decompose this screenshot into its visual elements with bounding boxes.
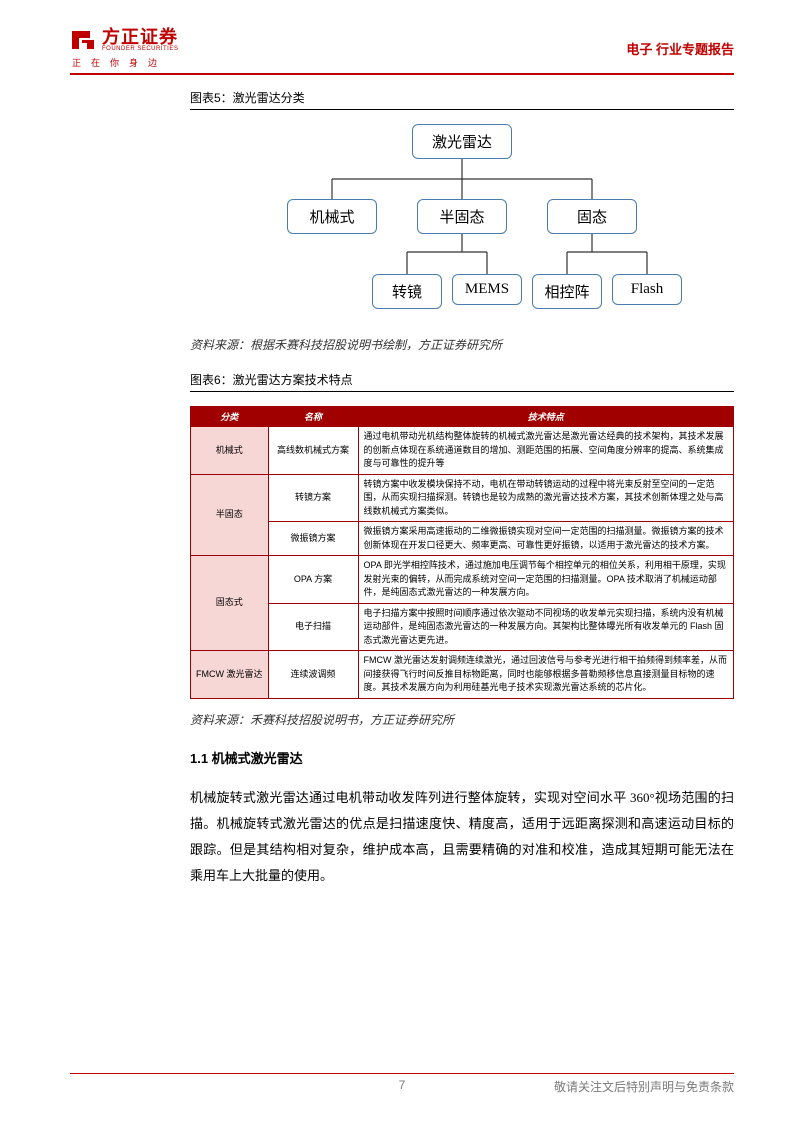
tree-l3-1: MEMS	[452, 274, 522, 305]
table-row: FMCW 激光雷达连续波调频FMCW 激光雷达发射调频连续激光，通过回波信号与参…	[191, 651, 734, 699]
tree-l2-2: 固态	[547, 199, 637, 234]
table-row: 电子扫描电子扫描方案中按照时间顺序通过依次驱动不同视场的收发单元实现扫描，系统内…	[191, 603, 734, 651]
logo-icon	[70, 29, 96, 51]
logo-en: FOUNDER SECURITIES	[102, 46, 178, 52]
section-heading: 1.1 机械式激光雷达	[190, 748, 734, 767]
logo-block: 方正证券 FOUNDER SECURITIES 正在你身边	[70, 28, 178, 69]
table-header: 分类	[191, 407, 269, 427]
figure5-title: 图表5：激光雷达分类	[190, 89, 734, 110]
table-name: 电子扫描	[268, 603, 358, 651]
page-header: 方正证券 FOUNDER SECURITIES 正在你身边 电子 行业专题报告	[70, 28, 734, 75]
figure6-title: 图表6：激光雷达方案技术特点	[190, 371, 734, 392]
table-header: 名称	[268, 407, 358, 427]
header-category: 电子 行业专题报告	[626, 39, 734, 58]
table-name: 转镜方案	[268, 474, 358, 522]
tree-l3-0: 转镜	[372, 274, 442, 309]
table-desc: 电子扫描方案中按照时间顺序通过依次驱动不同视场的收发单元实现扫描，系统内没有机械…	[358, 603, 734, 651]
table-row: 固态式OPA 方案OPA 即光学相控阵技术，通过施加电压调节每个相控单元的相位关…	[191, 556, 734, 604]
table-row: 机械式高线数机械式方案通过电机带动光机结构整体旋转的机械式激光雷达是激光雷达经典…	[191, 427, 734, 475]
table-desc: FMCW 激光雷达发射调频连续激光，通过回波信号与参考光进行相干拍频得到频率差，…	[358, 651, 734, 699]
section-paragraph: 机械旋转式激光雷达通过电机带动收发阵列进行整体旋转，实现对空间水平 360°视场…	[190, 785, 734, 889]
page-number: 7	[399, 1078, 406, 1092]
footer-disclaimer: 敬请关注文后特别声明与免责条款	[554, 1078, 734, 1095]
tree-l2-1: 半固态	[417, 199, 507, 234]
logo-cn: 方正证券	[102, 28, 178, 46]
table-cat: 固态式	[191, 556, 269, 651]
logo-tagline: 正在你身边	[72, 56, 178, 69]
table-name: 连续波调频	[268, 651, 358, 699]
table-row: 微振镜方案微振镜方案采用高速振动的二维微振镜实现对空间一定范围的扫描测量。微振镜…	[191, 522, 734, 556]
tree-root: 激光雷达	[412, 124, 512, 159]
table-desc: 通过电机带动光机结构整体旋转的机械式激光雷达是激光雷达经典的技术架构，其技术发展…	[358, 427, 734, 475]
table-header: 技术特点	[358, 407, 734, 427]
table-name: 高线数机械式方案	[268, 427, 358, 475]
figure6-table: 分类名称技术特点 机械式高线数机械式方案通过电机带动光机结构整体旋转的机械式激光…	[190, 406, 734, 699]
table-cat: FMCW 激光雷达	[191, 651, 269, 699]
figure5-tree: 激光雷达机械式半固态固态转镜MEMS相控阵Flash	[247, 124, 677, 324]
page-footer: 7 敬请关注文后特别声明与免责条款	[70, 1073, 734, 1095]
table-desc: 微振镜方案采用高速振动的二维微振镜实现对空间一定范围的扫描测量。微振镜方案的技术…	[358, 522, 734, 556]
tree-l2-0: 机械式	[287, 199, 377, 234]
table-desc: 转镜方案中收发模块保持不动，电机在带动转镜运动的过程中将光束反射至空间的一定范围…	[358, 474, 734, 522]
table-desc: OPA 即光学相控阵技术，通过施加电压调节每个相控单元的相位关系，利用相干原理，…	[358, 556, 734, 604]
table-name: 微振镜方案	[268, 522, 358, 556]
table-row: 半固态转镜方案转镜方案中收发模块保持不动，电机在带动转镜运动的过程中将光束反射至…	[191, 474, 734, 522]
table-cat: 机械式	[191, 427, 269, 475]
figure6-source: 资料来源：禾赛科技招股说明书，方正证券研究所	[190, 711, 734, 728]
table-name: OPA 方案	[268, 556, 358, 604]
table-cat: 半固态	[191, 474, 269, 556]
tree-l3-2: 相控阵	[532, 274, 602, 309]
tree-l3-3: Flash	[612, 274, 682, 305]
figure5-source: 资料来源：根据禾赛科技招股说明书绘制，方正证券研究所	[190, 336, 734, 353]
